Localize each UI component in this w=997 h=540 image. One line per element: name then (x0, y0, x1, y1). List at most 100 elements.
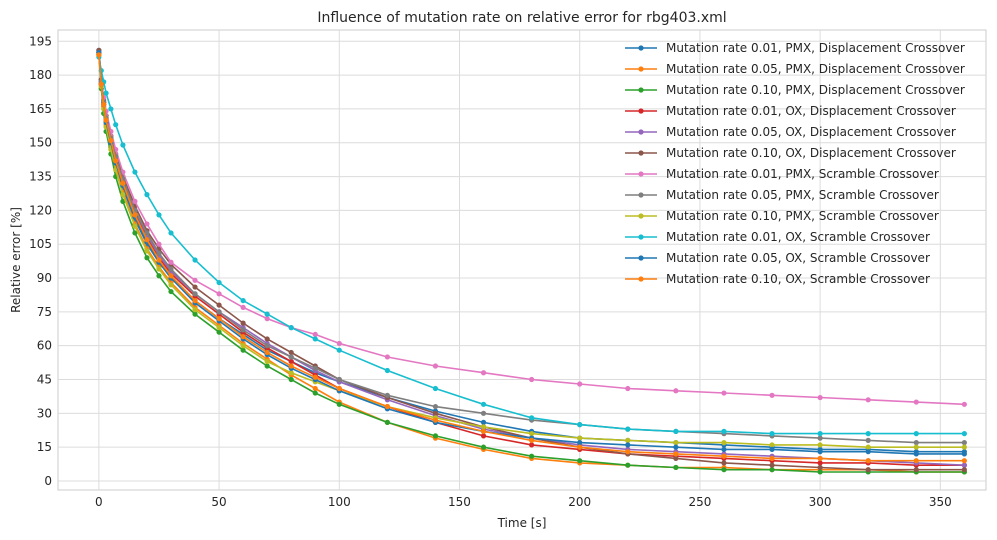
legend-marker (638, 87, 644, 93)
data-point (480, 370, 487, 376)
data-point (577, 381, 583, 387)
data-point (144, 221, 150, 227)
data-point (913, 431, 919, 437)
data-point (384, 403, 390, 410)
data-point (913, 451, 919, 457)
data-point (216, 291, 222, 297)
data-point (913, 399, 919, 405)
legend-item: Mutation rate 0.10, OX, Displacement Cro… (625, 146, 956, 160)
legend-label: Mutation rate 0.05, OX, Displacement Cro… (666, 125, 956, 139)
data-point (865, 444, 871, 450)
data-point (288, 358, 294, 365)
data-point (961, 458, 967, 464)
data-point (264, 311, 270, 317)
legend-marker (638, 66, 644, 72)
data-point (312, 336, 318, 342)
data-point (156, 257, 162, 263)
data-point (144, 237, 150, 243)
legend-item: Mutation rate 0.01, OX, Scramble Crossov… (625, 230, 930, 244)
data-point (961, 462, 967, 468)
legend-label: Mutation rate 0.01, PMX, Displacement Cr… (666, 41, 965, 55)
legend-item: Mutation rate 0.01, PMX, Displacement Cr… (625, 41, 965, 55)
data-point (168, 288, 174, 295)
y-tick-label: 15 (37, 440, 52, 454)
x-tick-label: 0 (95, 495, 103, 509)
legend-item: Mutation rate 0.10, PMX, Scramble Crosso… (625, 209, 939, 223)
y-tick-label: 135 (29, 170, 52, 184)
y-tick-label: 60 (37, 339, 52, 353)
data-point (625, 462, 631, 468)
legend-marker (638, 213, 644, 219)
legend: Mutation rate 0.01, PMX, Displacement Cr… (625, 41, 965, 286)
legend-label: Mutation rate 0.05, OX, Scramble Crossov… (666, 251, 930, 265)
data-point (108, 137, 114, 144)
y-axis-label: Relative error [%] (9, 207, 23, 313)
data-point (913, 444, 919, 450)
data-point (625, 426, 631, 432)
data-point (817, 455, 823, 462)
data-point (817, 460, 823, 466)
data-point (577, 458, 583, 464)
data-point (216, 316, 222, 322)
legend-marker (638, 255, 644, 261)
data-point (240, 347, 246, 353)
y-tick-label: 0 (44, 474, 52, 488)
data-point (721, 390, 727, 396)
data-point (673, 444, 679, 450)
data-point (156, 250, 162, 256)
data-point (577, 422, 583, 428)
data-point (817, 435, 823, 441)
data-point (961, 444, 967, 450)
y-tick-label: 30 (37, 406, 52, 420)
data-point (312, 385, 318, 392)
data-point (144, 255, 150, 261)
data-point (577, 440, 583, 446)
legend-item: Mutation rate 0.01, PMX, Scramble Crosso… (625, 167, 939, 181)
series-12 (96, 52, 967, 464)
data-point (529, 437, 535, 443)
legend-label: Mutation rate 0.10, OX, Scramble Crossov… (666, 272, 930, 286)
data-point (120, 180, 126, 186)
y-tick-label: 105 (29, 237, 52, 251)
data-point (168, 259, 174, 265)
data-point (432, 403, 439, 410)
series-10 (96, 54, 967, 437)
data-point (384, 392, 390, 398)
data-point (120, 142, 126, 148)
data-point (961, 401, 967, 407)
data-point (529, 376, 535, 383)
x-tick-label: 100 (328, 495, 351, 509)
data-point (865, 397, 871, 403)
data-point (673, 388, 679, 394)
y-tick-label: 180 (29, 68, 52, 82)
data-point (721, 446, 727, 453)
data-point (156, 212, 162, 218)
data-point (144, 192, 150, 198)
data-point (817, 469, 823, 475)
data-point (432, 385, 439, 392)
data-point (480, 433, 487, 439)
data-point (865, 449, 871, 455)
data-point (240, 320, 246, 326)
data-point (769, 467, 775, 473)
data-point (288, 354, 294, 360)
data-point (192, 284, 198, 290)
data-point (192, 307, 198, 313)
data-point (168, 273, 174, 279)
data-point (480, 444, 487, 450)
legend-label: Mutation rate 0.10, OX, Displacement Cro… (666, 146, 956, 160)
legend-item: Mutation rate 0.10, PMX, Displacement Cr… (625, 83, 965, 97)
data-point (673, 428, 679, 434)
data-point (288, 349, 294, 356)
x-tick-label: 300 (809, 495, 832, 509)
data-point (132, 169, 138, 175)
x-tick-label: 200 (568, 495, 591, 509)
data-point (384, 354, 390, 360)
data-point (288, 363, 294, 369)
data-point (240, 297, 246, 304)
legend-label: Mutation rate 0.01, OX, Displacement Cro… (666, 104, 956, 118)
data-point (913, 440, 919, 446)
data-point (336, 340, 342, 347)
data-point (721, 440, 727, 446)
